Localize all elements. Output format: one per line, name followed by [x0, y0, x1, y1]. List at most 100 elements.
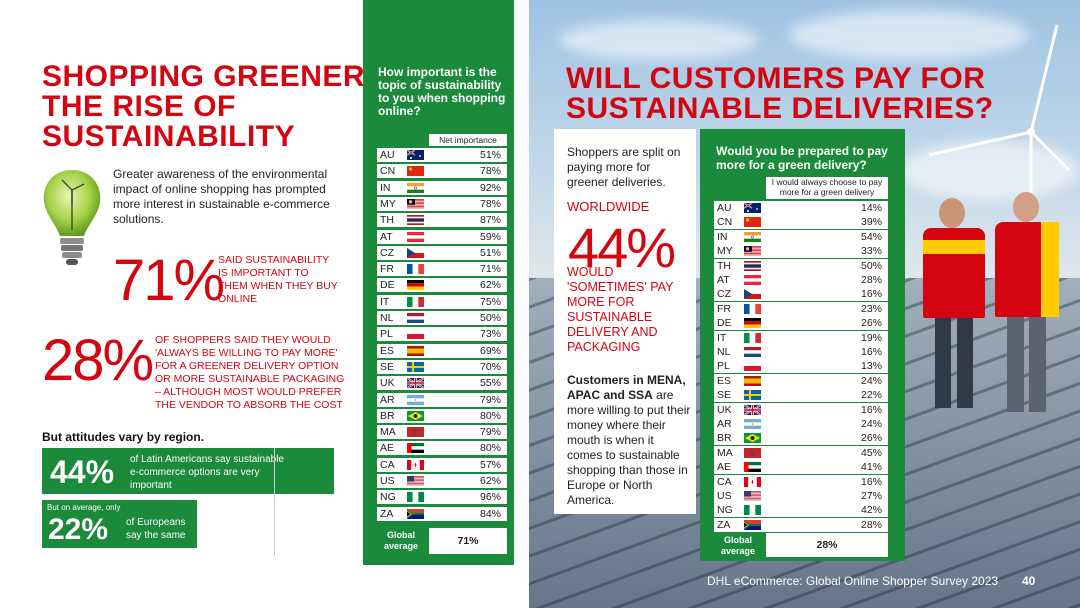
country-flag-icon [407, 313, 424, 323]
row-value: 33% [860, 245, 882, 258]
table-row: ZA 84% [377, 506, 507, 521]
row-value: 62% [479, 279, 501, 292]
row-value: 16% [860, 475, 882, 488]
row-value: 26% [860, 317, 882, 330]
row-value: 62% [479, 475, 501, 487]
table-row: AT 59% [377, 229, 507, 244]
row-value: 39% [860, 216, 882, 229]
row-value: 92% [479, 181, 501, 194]
latam-stat-box: 44% of Latin Americans say sustainable e… [42, 448, 334, 494]
country-code: PL [717, 360, 730, 373]
worldwide-text: WOULD 'SOMETIMES' PAY MORE FOR SUSTAINAB… [567, 265, 674, 354]
row-value: 71% [479, 263, 501, 276]
table-row: AE 80% [377, 441, 507, 456]
green-delivery-avg-label: Global average [720, 535, 756, 556]
table-row: SE 22% [714, 388, 888, 403]
table-row: IT 75% [377, 294, 507, 309]
country-code: IN [717, 230, 728, 243]
table-row: ES 69% [377, 343, 507, 358]
row-value: 80% [479, 409, 501, 422]
country-flag-icon [744, 303, 761, 314]
row-value: 27% [860, 490, 882, 502]
table-row: NL 16% [714, 345, 888, 359]
row-value: 19% [860, 331, 882, 344]
row-value: 28% [860, 274, 882, 286]
country-code: MY [380, 197, 396, 210]
left-title-line: SUSTAINABILITY [42, 120, 296, 153]
country-code: AT [380, 230, 393, 243]
country-code: NG [380, 491, 396, 504]
country-code: CA [717, 475, 732, 488]
table-row: MA 79% [377, 425, 507, 440]
country-code: ZA [717, 518, 731, 531]
regional-bold: Customers in MENA, APAC and SSA [567, 373, 686, 402]
worldwide-label: WORLDWIDE [567, 199, 650, 214]
country-flag-icon [407, 443, 424, 454]
row-value: 16% [860, 403, 882, 416]
country-code: SE [380, 360, 395, 373]
table-row: NG 42% [714, 503, 888, 518]
country-code: CZ [717, 288, 731, 301]
row-value: 69% [479, 344, 501, 357]
country-code: MA [717, 446, 733, 459]
country-flag-icon [744, 246, 761, 257]
worker-figure [995, 192, 1059, 412]
table-row: IN 92% [377, 180, 507, 195]
table-row: CZ 51% [377, 245, 507, 260]
importance-avg-label: Global average [383, 530, 419, 551]
stat-71-value: 71% [113, 248, 225, 313]
table-row: CN 39% [714, 215, 888, 230]
country-flag-icon [407, 329, 424, 340]
watermark-text: 大数跨境 [34, 574, 106, 594]
row-value: 96% [479, 491, 501, 504]
country-flag-icon [407, 361, 424, 372]
country-code: AE [380, 442, 395, 455]
table-row: TH 87% [377, 213, 507, 228]
country-flag-icon [407, 345, 424, 356]
stat-28-text: OF SHOPPERS SAID THEY WOULD 'ALWAYS BE W… [155, 334, 345, 411]
latam-text: of Latin Americans say sustainable e-com… [130, 454, 284, 491]
table-row: CZ 16% [714, 287, 888, 302]
country-code: AU [717, 202, 732, 214]
row-value: 70% [479, 360, 501, 373]
country-flag-icon [407, 492, 424, 503]
country-flag-icon [407, 264, 424, 275]
country-flag-icon [744, 476, 761, 487]
country-code: ES [717, 374, 732, 387]
country-flag-icon [744, 505, 761, 516]
table-row: IT 19% [714, 330, 888, 345]
row-value: 57% [479, 458, 501, 471]
left-title-line: SHOPPING GREENER: [42, 60, 376, 93]
country-code: NG [717, 504, 733, 517]
country-code: CZ [380, 246, 394, 259]
intro-text: Greater awareness of the environmental i… [113, 167, 330, 226]
green-delivery-question: Would you be prepared to pay more for a … [716, 144, 888, 172]
page-gutter [515, 0, 529, 608]
row-value: 14% [860, 202, 882, 214]
row-value: 41% [860, 461, 882, 474]
country-code: UK [717, 403, 732, 416]
country-flag-icon [407, 394, 424, 405]
row-value: 78% [479, 197, 501, 210]
table-row: FR 23% [714, 301, 888, 316]
row-value: 78% [479, 165, 501, 178]
table-row: SE 70% [377, 359, 507, 374]
country-code: AU [380, 149, 395, 161]
table-row: AU 14% [714, 201, 888, 215]
country-flag-icon [744, 390, 761, 401]
europe-value: 22% [48, 513, 109, 546]
row-value: 79% [479, 393, 501, 406]
table-row: CN 78% [377, 164, 507, 179]
regional-text: Customers in MENA, APAC and SSA are more… [567, 373, 692, 508]
table-row: PL 73% [377, 327, 507, 342]
country-code: ZA [380, 507, 394, 520]
country-flag-icon [406, 149, 424, 160]
table-row: ES 24% [714, 373, 888, 388]
country-flag-icon [744, 433, 761, 444]
country-flag-icon [407, 182, 424, 193]
country-flag-icon [744, 375, 761, 386]
importance-avg-value: 71% [429, 528, 507, 554]
right-title-line: WILL CUSTOMERS PAY FOR [566, 62, 986, 95]
table-row: US 62% [377, 474, 507, 488]
country-flag-icon [407, 198, 424, 209]
